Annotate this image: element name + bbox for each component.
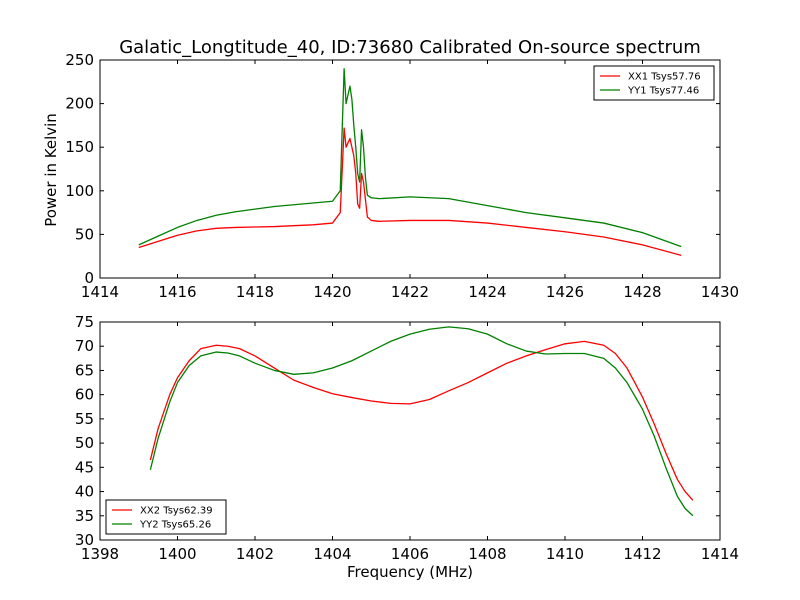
bottom-legend-label-1: XX2 Tsys62.39	[140, 506, 213, 517]
top-y-tick-label: 200	[65, 95, 94, 113]
top-legend-box	[593, 65, 715, 101]
bottom-y-tick-label: 60	[75, 386, 94, 404]
top-x-tick-label: 1426	[546, 283, 584, 301]
top-x-tick-label: 1416	[158, 283, 196, 301]
bottom-y-tick-label: 45	[75, 458, 94, 476]
bottom-legend-label-2: YY2 Tsys65.26	[139, 520, 211, 531]
top-x-tick-label: 1430	[701, 283, 739, 301]
bottom-plot: 1398 1400 1402 1404 1406 1408 1410 1412 1414 30 35…	[75, 313, 739, 563]
top-y-tick-label: 150	[65, 138, 94, 156]
bottom-x-tick-label: 1404	[313, 545, 351, 563]
bottom-x-axis-label: Frequency (MHz)	[347, 563, 473, 581]
top-y-tick-label: 50	[75, 225, 94, 243]
top-y-tick-label: 0	[84, 269, 94, 287]
bottom-x-tick-label: 1400	[158, 545, 196, 563]
top-series-line-2	[138, 68, 682, 248]
top-x-tick-label: 1420	[313, 283, 351, 301]
top-legend-label-1: XX1 Tsys57.76	[628, 72, 701, 83]
bottom-y-tick-label: 55	[75, 410, 94, 428]
top-legend: XX1 Tsys57.76 YY1 Tsys77.46	[593, 65, 715, 101]
top-series-line-1	[138, 127, 682, 256]
bottom-x-tick-label: 1408	[468, 545, 506, 563]
bottom-x-tick-label: 1410	[546, 545, 584, 563]
bottom-y-tick-label: 35	[75, 507, 94, 525]
top-y-tick-label: 250	[65, 51, 94, 69]
bottom-series-line-2	[149, 326, 694, 517]
bottom-x-tick-label: 1402	[236, 545, 274, 563]
top-legend-label-2: YY1 Tsys77.46	[627, 86, 699, 97]
top-y-tick-label: 100	[65, 182, 94, 200]
bottom-x-tick-label: 1398	[81, 545, 119, 563]
bottom-y-tick-label: 50	[75, 434, 94, 452]
bottom-y-tick-label: 65	[75, 361, 94, 379]
bottom-x-tick-label: 1406	[391, 545, 429, 563]
bottom-x-tick-label: 1412	[623, 545, 661, 563]
top-plot: 1414 1416 1418 1420 1422 1424 1426 1428 1430 0 50 1…	[65, 51, 739, 301]
top-x-tick-label: 1424	[468, 283, 506, 301]
chart-title: Galatic_Longtitude_40, ID:73680 Calibrat…	[119, 37, 701, 58]
bottom-legend: XX2 Tsys62.39 YY2 Tsys65.26	[105, 499, 227, 535]
bottom-y-tick-label: 70	[75, 337, 94, 355]
top-x-tick-label: 1428	[623, 283, 661, 301]
top-y-axis-label: Power in Kelvin	[42, 113, 60, 227]
top-x-tick-label: 1414	[81, 283, 119, 301]
top-x-tick-label: 1422	[391, 283, 429, 301]
bottom-series-line-1	[149, 340, 694, 501]
bottom-y-tick-label: 30	[75, 531, 94, 549]
top-x-tick-label: 1418	[236, 283, 274, 301]
bottom-y-tick-label: 75	[75, 313, 94, 331]
bottom-y-tick-label: 40	[75, 483, 94, 501]
bottom-x-tick-label: 1414	[701, 545, 739, 563]
bottom-legend-box	[105, 499, 227, 535]
